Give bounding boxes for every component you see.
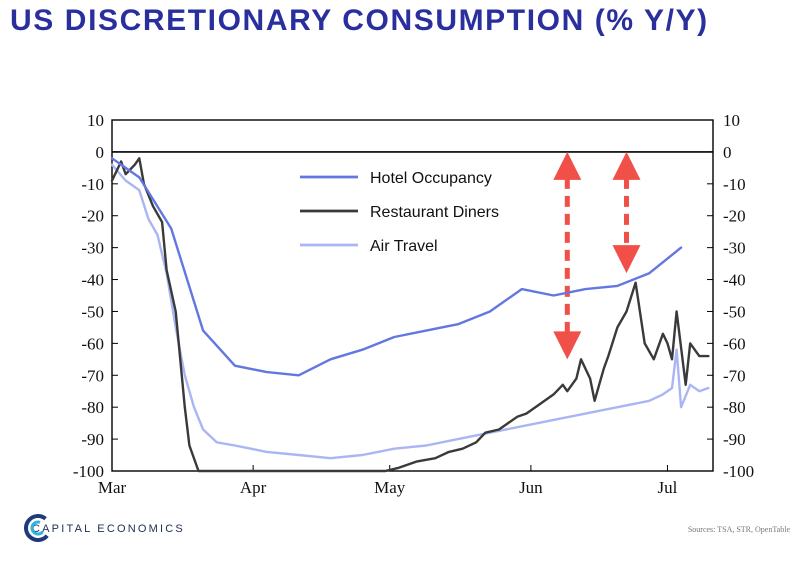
x-tick-label: Jul [658, 478, 678, 497]
y-tick-label-left: -100 [73, 462, 104, 481]
y-tick-label-left: -90 [81, 430, 104, 449]
y-tick-label-right: -60 [723, 334, 746, 353]
y-tick-label-left: 0 [96, 143, 105, 162]
arrow-head-up [553, 151, 582, 180]
arrow-head-up [612, 151, 641, 180]
y-tick-label-right: -10 [723, 175, 746, 194]
axes: 10 10 0 0 -10 -10 -20 -20 -30 -30 -40 -40 -50 -50 -60 -… [73, 111, 754, 497]
annotation-arrows [553, 151, 641, 360]
legend-item: Air Travel [300, 238, 438, 255]
brand-name: CAPITAL ECONOMICS [32, 523, 185, 535]
x-tick-label: May [374, 478, 406, 497]
series-lines [110, 157, 710, 473]
y-tick-label-left: -20 [81, 207, 104, 226]
x-tick-label: Mar [98, 478, 127, 497]
x-tick-label: Jun [519, 478, 543, 497]
y-tick-label-left: -30 [81, 239, 104, 258]
y-tick-label-right: -50 [723, 302, 746, 321]
legend-item: Hotel Occupancy [300, 170, 492, 187]
y-tick-label-right: 10 [723, 111, 740, 130]
arrow-head-down [612, 245, 641, 274]
y-tick-label-right: -40 [723, 271, 746, 290]
y-tick-label-right: -80 [723, 398, 746, 417]
y-tick-label-right: -70 [723, 366, 746, 385]
y-tick-label-left: 10 [87, 111, 104, 130]
double-arrow [612, 151, 641, 274]
series-hotel-occupancy [110, 157, 683, 377]
y-tick-label-left: -40 [81, 271, 104, 290]
page-title: US DISCRETIONARY CONSUMPTION (% Y/Y) [10, 4, 709, 37]
series-restaurant-diners [110, 157, 710, 473]
double-arrow [553, 151, 582, 360]
legend-label: Air Travel [370, 238, 438, 255]
legend-item: Restaurant Diners [300, 204, 499, 221]
plot-frame [111, 119, 714, 472]
y-tick-label-left: -80 [81, 398, 104, 417]
x-tick-label: Apr [240, 478, 267, 497]
y-tick-label-right: -90 [723, 430, 746, 449]
y-tick-label-left: -60 [81, 334, 104, 353]
y-tick-label-right: -100 [723, 462, 754, 481]
arrow-head-down [553, 331, 582, 360]
legend-label: Restaurant Diners [370, 204, 499, 221]
y-tick-label-left: -10 [81, 175, 104, 194]
y-tick-label-right: -30 [723, 239, 746, 258]
y-tick-label-right: 0 [723, 143, 732, 162]
y-tick-label-left: -70 [81, 366, 104, 385]
legend-label: Hotel Occupancy [370, 170, 492, 187]
source-note: Sources: TSA, STR, OpenTable [687, 525, 790, 534]
y-tick-label-right: -20 [723, 207, 746, 226]
legend: Hotel Occupancy Restaurant Diners Air Trav… [300, 170, 499, 255]
y-tick-label-left: -50 [81, 302, 104, 321]
brand[interactable]: CAPITAL ECONOMICS [24, 514, 185, 544]
